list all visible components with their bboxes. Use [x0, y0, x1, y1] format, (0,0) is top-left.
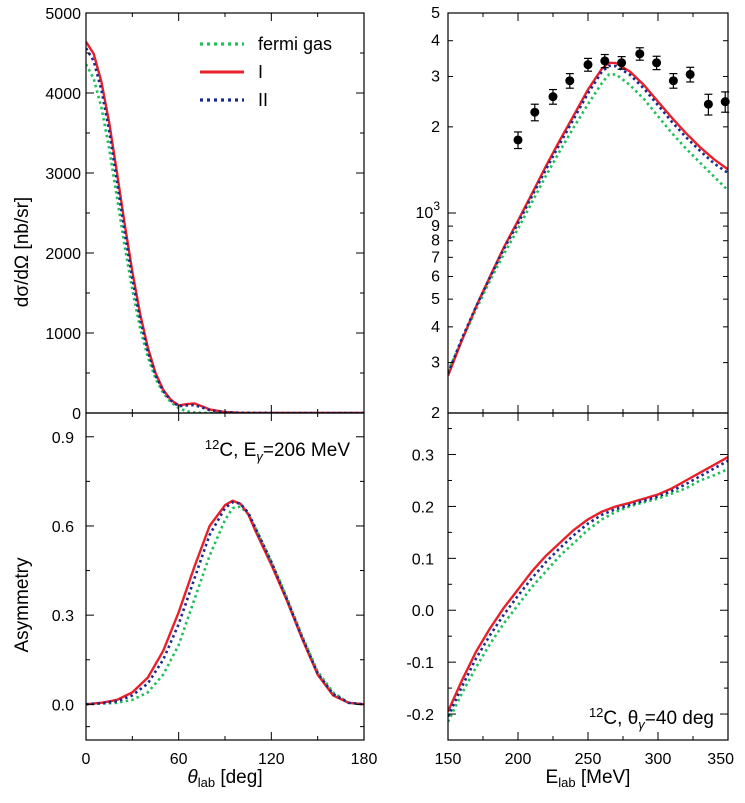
data-point [548, 92, 558, 102]
legend-label: II [258, 90, 268, 110]
x-tick-label: 250 [575, 751, 602, 768]
y-tick-label: 6 [431, 268, 440, 285]
y-tick-label: 2000 [45, 246, 81, 263]
panel-annotation: 12C, θγ=40 deg [589, 705, 714, 732]
x-tick-label: 300 [645, 751, 672, 768]
y-tick-label: 0.0 [412, 603, 434, 620]
x-tick-label: 0 [82, 751, 91, 768]
y-tick-label: 3000 [45, 166, 81, 183]
y-tick-label: 0.3 [412, 448, 434, 465]
series-line-i [448, 456, 728, 712]
y-tick-label: 0.1 [412, 551, 434, 568]
x-axis-title-symbol: E [546, 767, 559, 788]
series-line-fermi-gas [448, 467, 728, 723]
y-axis-title-asymmetry: Asymmetry [12, 557, 33, 653]
series-line-ii [448, 64, 728, 374]
y-tick-label: 0.6 [52, 519, 74, 536]
x-tick-label: 180 [351, 751, 378, 768]
plot-frame [85, 412, 365, 741]
series-line-fermi-gas [86, 505, 364, 706]
x-axis-title-symbol: θ [187, 767, 198, 788]
data-point [635, 49, 645, 59]
x-axis-title: θlab [deg] [187, 767, 262, 790]
x-tick-label: 200 [505, 751, 532, 768]
series-line-i [86, 499, 364, 706]
x-axis-title-unit: [MeV] [576, 767, 631, 788]
y-tick-label: -0.2 [406, 707, 434, 724]
annotation-subscript: γ [638, 717, 646, 732]
y-tick-label: 4000 [45, 86, 81, 103]
y-tick-label: 7 [431, 249, 440, 266]
y-tick-label: 2 [431, 119, 440, 136]
series-line-i [86, 41, 364, 413]
data-point [668, 76, 678, 86]
data-point [652, 58, 662, 68]
y-tick-label: 0 [72, 406, 81, 423]
data-point [565, 76, 575, 86]
x-tick-label: 150 [435, 751, 462, 768]
y-tick-label: 9 [431, 218, 440, 235]
x-tick-label: 60 [170, 751, 188, 768]
annotation-subscript: γ [256, 449, 264, 464]
series-line-fermi-gas [448, 73, 728, 372]
y-tick-label: 2 [431, 405, 440, 422]
annotation-superscript: 12 [589, 705, 603, 720]
plot-frame [447, 412, 729, 741]
y-tick-label: -0.1 [406, 655, 434, 672]
y-tick-label: 5000 [45, 6, 81, 23]
annotation-post: =206 MeV [263, 440, 350, 461]
panel-asymmetry-energy: -0.2 -0.1 0.0 0.1 0.2 0.3 150 200 250 300 350 Elab … [406, 412, 734, 790]
series-line-i [448, 61, 728, 377]
y-tick-label: 1000 [45, 326, 81, 343]
y-tick-label: 0.2 [412, 499, 434, 516]
data-point [703, 99, 713, 109]
data-point [513, 135, 523, 145]
series-line-ii [448, 459, 728, 718]
x-axis-title-unit: [deg] [215, 767, 263, 788]
data-point [685, 69, 695, 79]
series-line-ii [86, 47, 364, 413]
x-tick-label: 120 [258, 751, 285, 768]
y-tick-label: 0.9 [52, 430, 74, 447]
data-point [600, 56, 610, 66]
y-tick-label-superscript: 3 [433, 199, 440, 213]
y-axis-title-cross-section: dσ/dΩ [nb/sr] [12, 197, 33, 307]
data-point [530, 107, 540, 117]
data-point [583, 60, 593, 70]
annotation-post: =40 deg [645, 708, 714, 729]
y-tick-label: 3 [431, 355, 440, 372]
y-tick-label: 3 [431, 68, 440, 85]
x-axis-title-subscript: lab [198, 775, 215, 790]
y-tick-label: 4 [431, 33, 440, 50]
series-line-ii [86, 500, 364, 706]
y-tick-label: 8 [431, 233, 440, 250]
y-tick-label: 0.3 [52, 608, 74, 625]
annotation-main: C, θ [603, 708, 638, 729]
x-tick-label: 350 [707, 751, 734, 768]
annotation-superscript: 12 [205, 437, 219, 452]
panel-asymmetry-angular: 0.0 0.3 0.6 0.9 0 60 120 180 θlab [deg] 12C, Eγ=2… [52, 412, 378, 790]
x-axis-title-subscript: lab [558, 775, 575, 790]
x-axis-title: Elab [MeV] [546, 767, 631, 790]
data-point [617, 58, 627, 68]
y-tick-label: 5 [431, 291, 440, 308]
panel-annotation: 12C, Eγ=206 MeV [205, 437, 350, 464]
y-tick-label: 5 [431, 5, 440, 22]
legend-label: I [258, 62, 263, 82]
annotation-main: C, E [219, 440, 256, 461]
legend-label: fermi gas [258, 34, 332, 54]
y-tick-label: 0.0 [52, 697, 74, 714]
y-tick-label: 4 [431, 319, 440, 336]
